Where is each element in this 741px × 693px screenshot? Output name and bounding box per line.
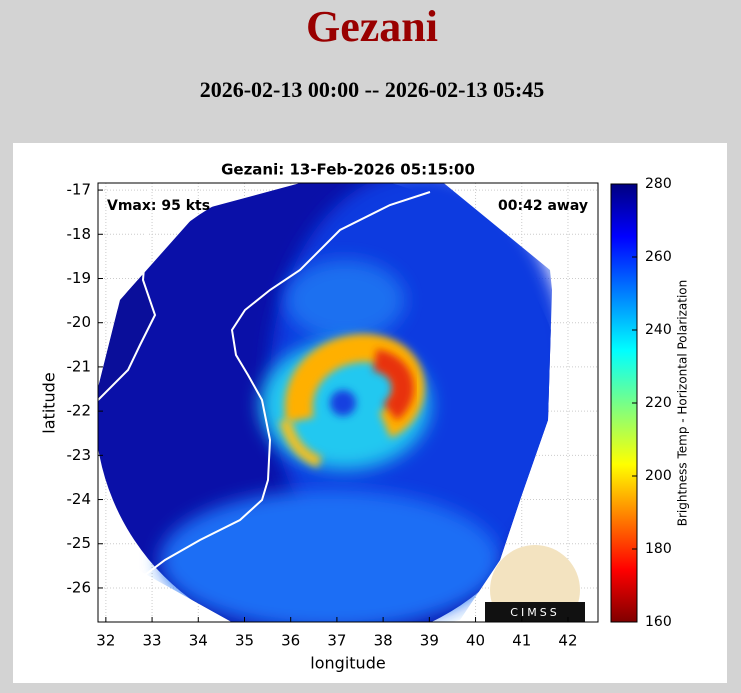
x-tick-label: 37 <box>327 632 346 650</box>
eye <box>330 390 356 416</box>
y-tick-label: -20 <box>67 313 92 331</box>
x-tick-label: 41 <box>512 632 531 650</box>
y-tick-label: -19 <box>67 269 92 287</box>
y-tick-label: -17 <box>67 181 92 199</box>
colorbar-tick-label: 180 <box>645 541 672 557</box>
x-tick-label: 35 <box>235 632 254 650</box>
coastline <box>137 191 431 622</box>
y-tick-label: -26 <box>67 578 92 596</box>
page-title: Gezani <box>306 2 438 51</box>
logo: CIMSS <box>510 606 559 619</box>
x-tick-label: 38 <box>374 632 393 650</box>
colorbar-label: Brightness Temp - Horizontal Polarizatio… <box>676 280 690 527</box>
x-tick-label: 34 <box>189 632 208 650</box>
colorbar-tick-label: 280 <box>645 176 672 192</box>
colorbar-tick-label: 200 <box>645 468 672 484</box>
plot-frame <box>97 182 599 623</box>
annotation: 00:42 away <box>498 198 588 214</box>
y-tick-label: -21 <box>67 357 92 375</box>
colorbar-tick-label: 220 <box>645 395 672 411</box>
x-tick-label: 36 <box>281 632 300 650</box>
logo-base <box>485 602 585 622</box>
x-tick-label: 40 <box>466 632 485 650</box>
y-tick-label: -22 <box>67 402 92 420</box>
colorbar-tick-label: 240 <box>645 322 672 338</box>
eyewall <box>372 349 414 421</box>
x-tick-label: 42 <box>558 632 577 650</box>
y-tick-label: -18 <box>67 225 92 243</box>
ocean <box>160 490 500 622</box>
y-tick-label: -25 <box>67 534 92 552</box>
x-tick-label: 32 <box>96 632 115 650</box>
spiral-band <box>279 418 323 468</box>
x-tick-label: 39 <box>420 632 439 650</box>
coastline <box>98 183 157 401</box>
map-title: Gezani: 13-Feb-2026 05:15:00 <box>221 161 475 179</box>
x-axis-label: longitude <box>310 654 385 673</box>
subtitle: 2026-02-13 00:00 -- 2026-02-13 05:45 <box>200 77 545 102</box>
colorbar-tick-label: 260 <box>645 249 672 265</box>
y-tick-label: -24 <box>67 490 92 508</box>
colorbar-tick-label: 160 <box>645 614 672 630</box>
y-tick-label: -23 <box>67 446 92 464</box>
y-axis-label: latitude <box>40 372 59 433</box>
ocean <box>285 260 405 340</box>
x-tick-label: 33 <box>143 632 162 650</box>
annotation: Vmax: 95 kts <box>107 198 210 214</box>
imagery: CIMSS <box>98 183 585 622</box>
